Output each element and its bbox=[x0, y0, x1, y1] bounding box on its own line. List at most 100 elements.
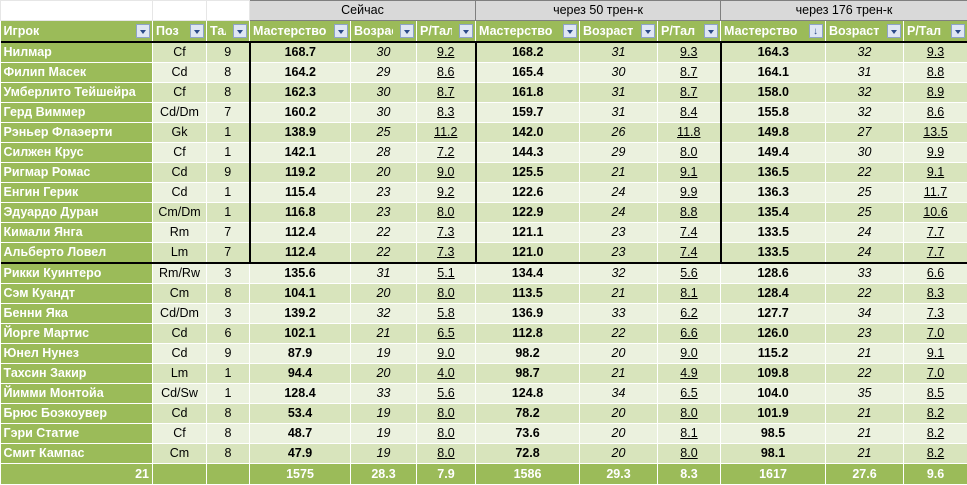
talent-cell[interactable]: 3 bbox=[207, 263, 250, 284]
age-176-cell[interactable]: 24 bbox=[826, 243, 904, 264]
age-now-cell[interactable]: 22 bbox=[351, 223, 417, 243]
filter-dropdown-icon[interactable] bbox=[190, 24, 204, 38]
age-176-cell[interactable]: 21 bbox=[826, 404, 904, 424]
mastery-now-cell[interactable]: 112.4 bbox=[250, 223, 351, 243]
rtal-now-cell[interactable]: 5.6 bbox=[417, 384, 476, 404]
position-cell[interactable]: Cm/Dm bbox=[153, 203, 207, 223]
mastery-now-cell[interactable]: 94.4 bbox=[250, 364, 351, 384]
mastery-50-cell[interactable]: 98.7 bbox=[476, 364, 580, 384]
age-now-cell[interactable]: 32 bbox=[351, 304, 417, 324]
empty-cell[interactable] bbox=[207, 1, 250, 21]
filter-dropdown-icon[interactable] bbox=[233, 24, 247, 38]
age-50-cell[interactable]: 24 bbox=[580, 203, 658, 223]
rtal-50-cell[interactable]: 6.5 bbox=[658, 384, 721, 404]
rtal-now-cell[interactable]: 8.0 bbox=[417, 404, 476, 424]
rtal-50-cell[interactable]: 8.7 bbox=[658, 83, 721, 103]
rtal-now-cell[interactable]: 11.2 bbox=[417, 123, 476, 143]
age-50-cell[interactable]: 33 bbox=[580, 304, 658, 324]
sort-descending-filter-icon[interactable] bbox=[809, 24, 823, 38]
age-now-cell[interactable]: 30 bbox=[351, 83, 417, 103]
player-name-cell[interactable]: Брюс Боэкоувер bbox=[1, 404, 153, 424]
rtal-50-cell[interactable]: 5.6 bbox=[658, 263, 721, 284]
rtal-now-cell[interactable]: 8.3 bbox=[417, 103, 476, 123]
mastery-50-cell[interactable]: 144.3 bbox=[476, 143, 580, 163]
player-name-cell[interactable]: Эдуардо Дуран bbox=[1, 203, 153, 223]
age-50-cell[interactable]: 31 bbox=[580, 83, 658, 103]
mastery-176-cell[interactable]: 109.8 bbox=[721, 364, 826, 384]
mastery-50-cell[interactable]: 125.5 bbox=[476, 163, 580, 183]
rtal-176-cell[interactable]: 8.2 bbox=[904, 404, 967, 424]
age-50-cell[interactable]: 29 bbox=[580, 143, 658, 163]
rtal-50-cell[interactable]: 6.2 bbox=[658, 304, 721, 324]
player-name-cell[interactable]: Силжен Крус bbox=[1, 143, 153, 163]
talent-cell[interactable]: 7 bbox=[207, 223, 250, 243]
age-now-cell[interactable]: 30 bbox=[351, 42, 417, 63]
age-176-cell[interactable]: 32 bbox=[826, 83, 904, 103]
player-name-cell[interactable]: Герд Виммер bbox=[1, 103, 153, 123]
position-cell[interactable]: Cd bbox=[153, 404, 207, 424]
age-176-cell[interactable]: 27 bbox=[826, 123, 904, 143]
position-cell[interactable]: Cd/Dm bbox=[153, 304, 207, 324]
talent-cell[interactable]: 8 bbox=[207, 63, 250, 83]
mastery-50-cell[interactable]: 112.8 bbox=[476, 324, 580, 344]
age-now-cell[interactable]: 22 bbox=[351, 243, 417, 264]
age-now-cell[interactable]: 23 bbox=[351, 183, 417, 203]
player-name-cell[interactable]: Кимали Янга bbox=[1, 223, 153, 243]
mastery-now-cell[interactable]: 47.9 bbox=[250, 444, 351, 464]
rtal-now-cell[interactable]: 9.2 bbox=[417, 42, 476, 63]
empty-cell[interactable] bbox=[153, 1, 207, 21]
player-name-cell[interactable]: Смит Кампас bbox=[1, 444, 153, 464]
position-cell[interactable]: Lm bbox=[153, 243, 207, 264]
player-name-cell[interactable]: Бенни Яка bbox=[1, 304, 153, 324]
mastery-176-cell[interactable]: 128.4 bbox=[721, 284, 826, 304]
mastery-50-cell[interactable]: 161.8 bbox=[476, 83, 580, 103]
rtal-176-cell[interactable]: 10.6 bbox=[904, 203, 967, 223]
age-50-cell[interactable]: 24 bbox=[580, 183, 658, 203]
age-now-cell[interactable]: 19 bbox=[351, 344, 417, 364]
mastery-176-cell[interactable]: 158.0 bbox=[721, 83, 826, 103]
mastery-now-cell[interactable]: 162.3 bbox=[250, 83, 351, 103]
age-50-cell[interactable]: 20 bbox=[580, 444, 658, 464]
player-name-cell[interactable]: Тахсин Закир bbox=[1, 364, 153, 384]
mastery-now-cell[interactable]: 112.4 bbox=[250, 243, 351, 264]
rtal-now-cell[interactable]: 4.0 bbox=[417, 364, 476, 384]
rtal-50-cell[interactable]: 8.8 bbox=[658, 203, 721, 223]
mastery-176-cell[interactable]: 149.8 bbox=[721, 123, 826, 143]
mastery-50-cell[interactable]: 168.2 bbox=[476, 42, 580, 63]
position-cell[interactable]: Cd bbox=[153, 183, 207, 203]
rtal-176-cell[interactable]: 11.7 bbox=[904, 183, 967, 203]
age-176-cell[interactable]: 24 bbox=[826, 223, 904, 243]
talent-cell[interactable]: 1 bbox=[207, 183, 250, 203]
talent-cell[interactable]: 8 bbox=[207, 444, 250, 464]
rtal-now-cell[interactable]: 7.3 bbox=[417, 243, 476, 264]
position-cell[interactable]: Cd bbox=[153, 63, 207, 83]
position-cell[interactable]: Rm bbox=[153, 223, 207, 243]
rtal-now-cell[interactable]: 7.2 bbox=[417, 143, 476, 163]
age-now-cell[interactable]: 23 bbox=[351, 203, 417, 223]
mastery-176-cell[interactable]: 136.5 bbox=[721, 163, 826, 183]
header-now-mastery[interactable]: Мастерство bbox=[250, 21, 351, 43]
rtal-50-cell[interactable]: 8.0 bbox=[658, 404, 721, 424]
player-name-cell[interactable]: Рикки Куинтеро bbox=[1, 263, 153, 284]
rtal-176-cell[interactable]: 9.3 bbox=[904, 42, 967, 63]
age-176-cell[interactable]: 23 bbox=[826, 324, 904, 344]
total-age-now-cell[interactable]: 28.3 bbox=[351, 464, 417, 485]
mastery-now-cell[interactable]: 119.2 bbox=[250, 163, 351, 183]
mastery-50-cell[interactable]: 136.9 bbox=[476, 304, 580, 324]
position-cell[interactable]: Cd bbox=[153, 324, 207, 344]
age-176-cell[interactable]: 34 bbox=[826, 304, 904, 324]
mastery-now-cell[interactable]: 168.7 bbox=[250, 42, 351, 63]
player-name-cell[interactable]: Филип Масек bbox=[1, 63, 153, 83]
talent-cell[interactable]: 9 bbox=[207, 42, 250, 63]
talent-cell[interactable]: 8 bbox=[207, 424, 250, 444]
filter-dropdown-icon[interactable] bbox=[887, 24, 901, 38]
rtal-176-cell[interactable]: 8.5 bbox=[904, 384, 967, 404]
rtal-50-cell[interactable]: 11.8 bbox=[658, 123, 721, 143]
player-name-cell[interactable]: Альберто Ловел bbox=[1, 243, 153, 264]
mastery-now-cell[interactable]: 128.4 bbox=[250, 384, 351, 404]
position-cell[interactable]: Cd/Sw bbox=[153, 384, 207, 404]
player-name-cell[interactable]: Гэри Статие bbox=[1, 424, 153, 444]
mastery-176-cell[interactable]: 98.5 bbox=[721, 424, 826, 444]
mastery-50-cell[interactable]: 122.6 bbox=[476, 183, 580, 203]
total-rtal-176-cell[interactable]: 9.6 bbox=[904, 464, 967, 485]
